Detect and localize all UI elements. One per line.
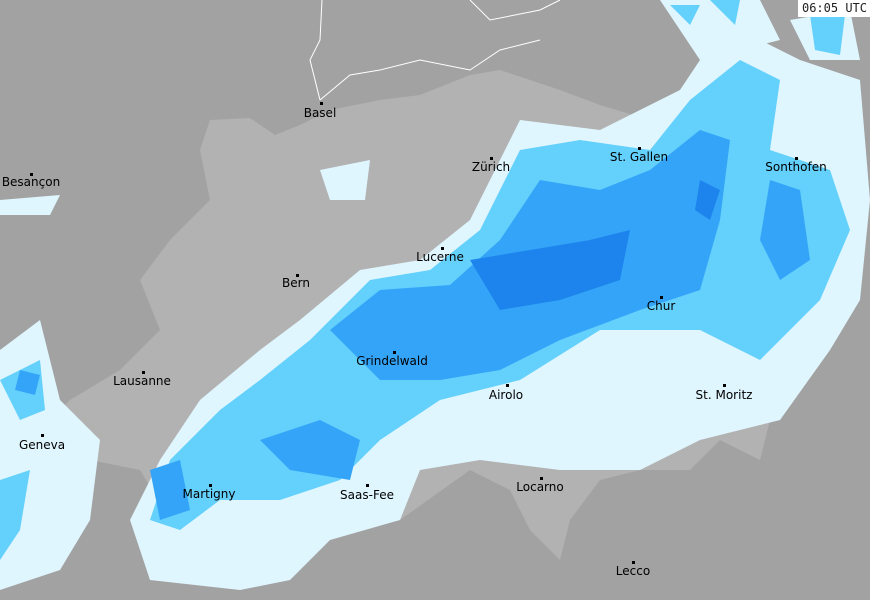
city-label: St. Moritz bbox=[695, 388, 753, 402]
city-label: Zürich bbox=[471, 160, 511, 174]
city-label: Besançon bbox=[1, 175, 61, 189]
city-label: Lecco bbox=[615, 564, 651, 578]
city-label: Lausanne bbox=[113, 374, 171, 388]
city-label: Geneva bbox=[18, 438, 66, 452]
city-label: Grindelwald bbox=[356, 354, 428, 368]
city-label: Martigny bbox=[182, 487, 236, 501]
city-label: Lucerne bbox=[416, 250, 464, 264]
city-label: Bern bbox=[282, 276, 310, 290]
city-label: Chur bbox=[646, 299, 676, 313]
city-label: Sonthofen bbox=[765, 160, 827, 174]
city-label: Basel bbox=[303, 106, 337, 120]
timestamp-label: 06:05 UTC bbox=[797, 0, 870, 17]
city-label: St. Gallen bbox=[609, 150, 669, 164]
city-label: Locarno bbox=[516, 480, 564, 494]
rain-very-heavy-layer bbox=[470, 180, 720, 310]
city-label: Saas-Fee bbox=[340, 488, 394, 502]
city-label: Airolo bbox=[488, 388, 524, 402]
